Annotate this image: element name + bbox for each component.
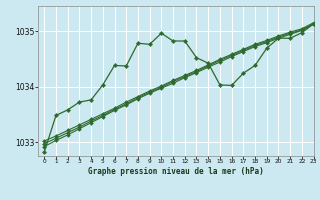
X-axis label: Graphe pression niveau de la mer (hPa): Graphe pression niveau de la mer (hPa) <box>88 167 264 176</box>
